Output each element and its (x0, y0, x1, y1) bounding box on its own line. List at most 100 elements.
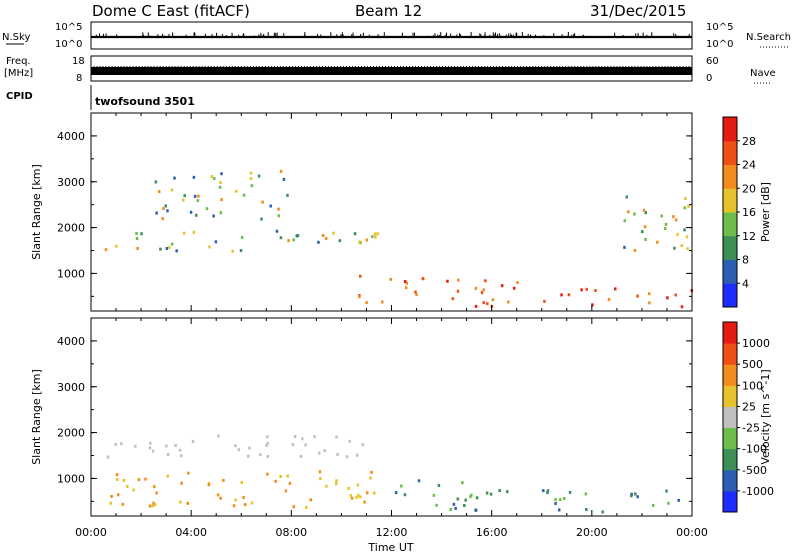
nave-label: Nave (750, 68, 776, 79)
colorbar-tick-label: 16 (742, 206, 756, 219)
heat-cell (106, 455, 110, 459)
heat-cell (182, 231, 186, 235)
heat-cell (500, 284, 504, 288)
heat-cell (284, 489, 288, 493)
heat-cell (345, 455, 349, 459)
heat-cell (673, 246, 676, 250)
heat-cell (474, 508, 478, 512)
heat-cell (282, 177, 286, 181)
heat-cell (349, 494, 353, 498)
heat-cell (684, 196, 687, 200)
heat-cell (644, 211, 648, 215)
heat-cell (623, 245, 626, 249)
noise-spikes (95, 32, 690, 37)
velocity-panel-frame (90, 317, 693, 517)
heat-cell (286, 474, 289, 478)
heat-cell (647, 292, 651, 296)
heat-cell (179, 500, 182, 504)
heat-cell (629, 494, 633, 498)
heat-cell (663, 227, 667, 231)
nave-tick-high: 60 (706, 56, 719, 67)
velocity-ylabel: Slant Range [km] (30, 369, 43, 465)
heat-cell (543, 299, 546, 303)
heat-cell (560, 293, 563, 297)
nsearch-label: N.Search (746, 32, 791, 43)
power-colorbar: 4 8 12 16 20 24 28 (722, 116, 756, 308)
heat-cell (667, 501, 670, 505)
heat-cell (358, 240, 361, 244)
colorbar-frame (722, 321, 738, 513)
heat-cell (507, 300, 510, 304)
heat-cell (122, 478, 126, 482)
heat-cell (154, 503, 157, 507)
heat-cell (338, 239, 342, 243)
x-tick-label: 08:00 (275, 526, 307, 539)
heat-cell (512, 286, 516, 290)
heat-cell (217, 434, 220, 438)
heat-cell (421, 276, 425, 280)
freq-unit: [MHz] (4, 68, 33, 79)
heat-cell (114, 442, 117, 446)
heat-cell (279, 474, 282, 478)
heat-cell (219, 181, 222, 185)
heat-cell (121, 502, 125, 506)
colorbar-tick-label: -100 (742, 443, 767, 456)
heat-cell (249, 177, 253, 181)
heat-cell (336, 452, 339, 456)
heat-cell (196, 199, 200, 203)
time-axis: 00:00 04:00 08:00 12:00 16:00 20:00 00:00 (75, 526, 708, 539)
noise-panel (90, 21, 693, 50)
colorbar-swatch (723, 427, 737, 450)
power-colorbar-label: Power [dB] (759, 182, 772, 242)
y-tick-label: 3000 (57, 176, 85, 189)
heat-cell (178, 448, 182, 452)
heat-cell (676, 232, 679, 236)
heat-cell (357, 493, 360, 497)
heat-cell (220, 198, 223, 202)
heat-cell (214, 240, 218, 244)
power-ylabel: Slant Range [km] (30, 164, 43, 260)
heat-cell (640, 230, 644, 234)
heat-cell (623, 219, 627, 223)
heat-cell (275, 229, 279, 233)
heat-cell (370, 470, 373, 474)
heat-cell (625, 195, 629, 199)
heat-cell (247, 454, 250, 458)
heat-cell (381, 300, 384, 304)
heat-cell (365, 491, 369, 495)
heat-cell (636, 294, 639, 298)
heat-cell (173, 176, 176, 180)
colorbar-swatch (723, 283, 737, 308)
heat-cell (365, 301, 368, 305)
heat-cell (110, 495, 113, 499)
heat-cell (151, 504, 155, 508)
y-tick-label: 3000 (57, 381, 85, 394)
heat-cell (136, 246, 139, 250)
velocity-axes: 1000 2000 3000 4000 (57, 318, 693, 516)
heat-cell (148, 504, 152, 508)
heat-cell (644, 237, 647, 241)
heat-cell (325, 484, 328, 488)
heat-cell (665, 489, 668, 493)
heat-cell (180, 481, 183, 485)
heat-cell (140, 232, 143, 236)
heat-cell (687, 204, 690, 208)
colorbar-tick-label: 24 (742, 159, 756, 172)
heat-cell (486, 302, 489, 306)
heat-cell (656, 240, 659, 244)
heat-cell (291, 443, 295, 447)
heat-cell (591, 303, 594, 307)
heat-cell (353, 232, 357, 236)
heat-cell (216, 493, 220, 497)
date-title: 31/Dec/2015 (590, 2, 686, 20)
heat-cell (567, 293, 571, 297)
power-panel-frame (90, 112, 693, 312)
heat-cell (373, 232, 377, 236)
y-tick-label: 1000 (57, 267, 85, 280)
heat-cell (417, 479, 421, 483)
heat-cell (187, 471, 190, 475)
cpid-value: twofsound 3501 (95, 95, 195, 108)
heat-cell (321, 233, 325, 237)
heat-cell (210, 174, 214, 178)
heat-cell (162, 207, 165, 211)
